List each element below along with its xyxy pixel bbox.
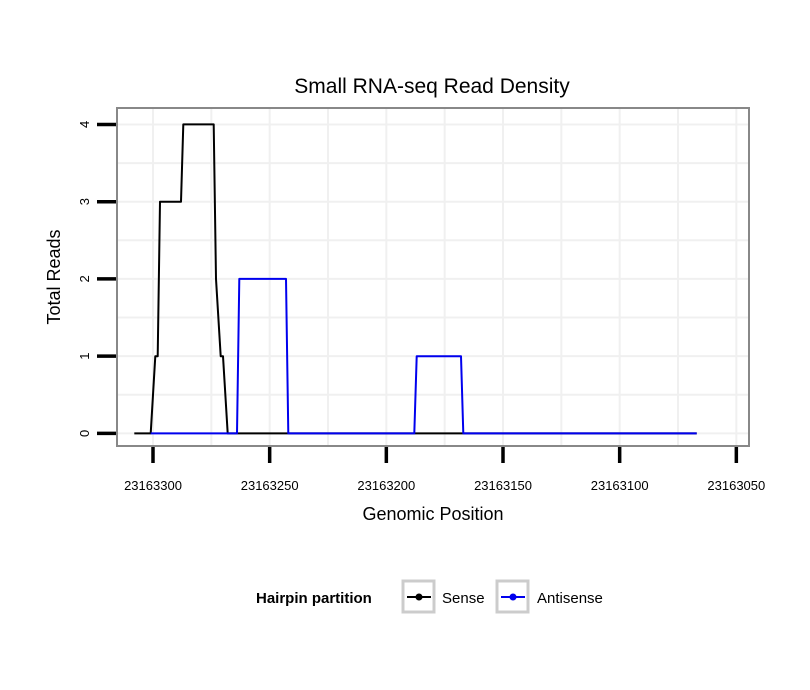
x-tick-label: 23163250 — [241, 478, 299, 493]
legend-title: Hairpin partition — [256, 590, 372, 607]
legend-point-antisense — [509, 593, 517, 601]
x-tick-label: 23163100 — [591, 478, 649, 493]
x-tick-label: 23163050 — [707, 478, 765, 493]
x-tick-label: 23163300 — [124, 478, 182, 493]
x-tick-label: 23163200 — [357, 478, 415, 493]
chart-title: Small RNA-seq Read Density — [294, 75, 570, 98]
legend-item-antisense[interactable]: Antisense — [495, 579, 603, 614]
y-tick-label: 0 — [77, 430, 92, 437]
y-tick-label: 2 — [77, 275, 92, 282]
y-axis: 0 1 2 3 4 — [77, 121, 116, 437]
legend-label-antisense: Antisense — [537, 590, 603, 607]
y-tick-label: 4 — [77, 121, 92, 128]
series-lines — [134, 123, 697, 435]
x-axis: 23163300 23163250 23163200 23163150 23163100… — [124, 447, 765, 493]
x-tick-label: 23163150 — [474, 478, 532, 493]
legend-label-sense: Sense — [442, 590, 485, 607]
series-line-sense — [134, 123, 697, 435]
y-tick-label: 1 — [77, 353, 92, 360]
plot-panel — [116, 107, 750, 447]
series-line-antisense — [150, 277, 697, 435]
y-axis-label: Total Reads — [44, 229, 64, 324]
legend-point-sense — [415, 593, 423, 601]
x-axis-label: Genomic Position — [362, 504, 503, 524]
legend: Hairpin partition Sense Antisense — [256, 579, 603, 614]
legend-item-sense[interactable]: Sense — [401, 579, 485, 614]
y-tick-label: 3 — [77, 198, 92, 205]
